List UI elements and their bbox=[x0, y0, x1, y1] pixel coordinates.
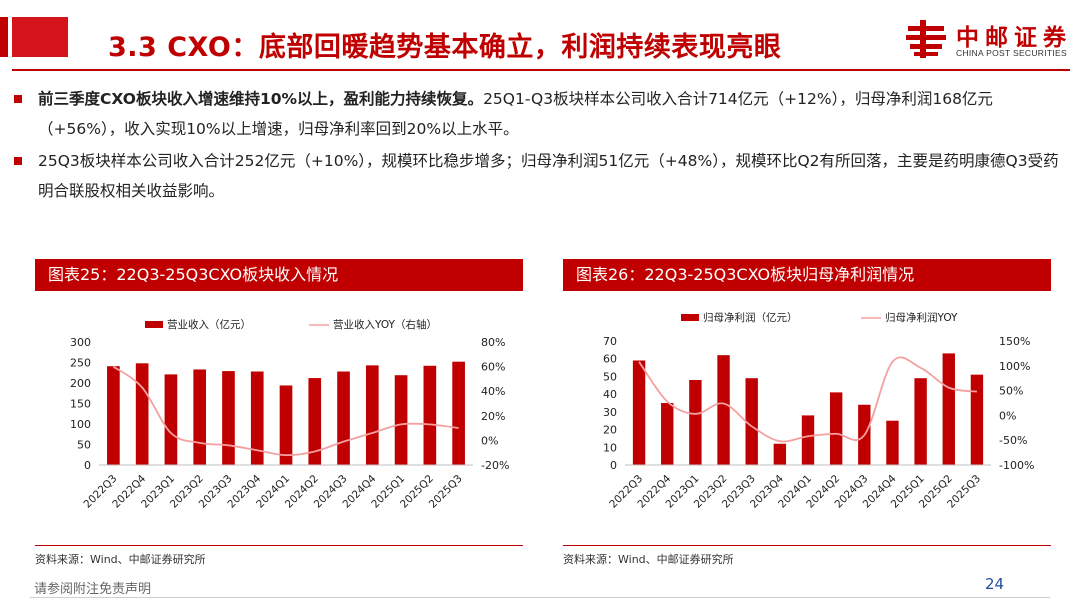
bar bbox=[135, 363, 149, 465]
y-axis-tick-label: 10 bbox=[603, 441, 617, 454]
bullet-item-2: 25Q3板块样本公司收入合计252亿元（+10%），规模环比稳步增多；归母净利润… bbox=[14, 146, 1064, 206]
y2-axis-tick-label: -50% bbox=[999, 434, 1027, 447]
page-title: 3.3 CXO：底部回暖趋势基本确立，利润持续表现亮眼 bbox=[108, 32, 782, 63]
y-axis-tick-label: 250 bbox=[70, 357, 91, 370]
y-axis-tick-label: 0 bbox=[84, 459, 91, 472]
y2-axis-tick-label: 20% bbox=[481, 410, 505, 423]
header-red-block bbox=[12, 17, 68, 57]
y-axis-tick-label: 20 bbox=[603, 424, 617, 437]
header-accent-bar bbox=[0, 17, 8, 57]
bar bbox=[337, 371, 350, 465]
bar bbox=[423, 365, 437, 465]
bullet-text: 25Q3板块样本公司收入合计252亿元（+10%），规模环比稳步增多；归母净利润… bbox=[38, 152, 1059, 200]
y2-axis-tick-label: 40% bbox=[481, 385, 505, 398]
y-axis-tick-label: 150 bbox=[70, 398, 91, 411]
chart-panel-profit: 图表26：22Q3-25Q3CXO板块归母净利润情况 归母净利润（亿元） 归母净利… bbox=[563, 259, 1051, 567]
y2-axis-tick-label: -20% bbox=[481, 459, 509, 472]
china-post-logo-icon bbox=[906, 20, 946, 58]
bar bbox=[222, 371, 235, 465]
y2-axis-tick-label: 100% bbox=[999, 360, 1030, 373]
footer-divider bbox=[30, 597, 1050, 598]
source-divider bbox=[35, 545, 523, 546]
bar bbox=[661, 403, 674, 465]
y2-axis-tick-label: 80% bbox=[481, 336, 505, 349]
bar bbox=[365, 365, 379, 465]
y-axis-tick-label: 100 bbox=[70, 418, 91, 431]
logo-english-text: CHINA POST SECURITIES bbox=[956, 48, 1067, 58]
disclaimer-note: 请参阅附注免责声明 bbox=[34, 582, 152, 597]
legend-swatch-bar bbox=[145, 321, 163, 328]
bar bbox=[801, 415, 815, 465]
bar bbox=[745, 378, 758, 465]
y-axis-tick-label: 50 bbox=[77, 439, 91, 452]
y2-axis-tick-label: 50% bbox=[999, 385, 1023, 398]
y-axis-tick-label: 50 bbox=[603, 370, 617, 383]
legend-swatch-bar bbox=[681, 314, 699, 321]
bar bbox=[250, 371, 264, 465]
bar bbox=[279, 385, 293, 465]
bullet-square-icon bbox=[14, 157, 22, 165]
company-logo: 中邮证券 CHINA POST SECURITIES bbox=[904, 18, 1074, 64]
logo-chinese-text: 中邮证券 bbox=[956, 25, 1072, 51]
bar bbox=[632, 360, 646, 465]
y-axis-tick-label: 30 bbox=[603, 406, 617, 419]
bar bbox=[107, 366, 120, 465]
bullet-lead: 前三季度CXO板块收入增速维持10%以上，盈利能力持续恢复。 bbox=[38, 90, 484, 108]
source-divider bbox=[563, 545, 1051, 546]
bar bbox=[717, 355, 730, 465]
y-axis-tick-label: 40 bbox=[603, 388, 617, 401]
bar bbox=[164, 374, 178, 465]
bullet-text: 25Q1-Q3板块样本公司收入合计714亿元（+12%），归母净利润168亿元（… bbox=[38, 90, 993, 138]
bar bbox=[970, 374, 984, 465]
y2-axis-tick-label: -100% bbox=[999, 459, 1034, 472]
y-axis-tick-label: 60 bbox=[603, 353, 617, 366]
legend-label-line: 归母净利润YOY bbox=[885, 311, 958, 324]
y2-axis-tick-label: 60% bbox=[481, 361, 505, 374]
legend-label-bar: 归母净利润（亿元） bbox=[703, 311, 798, 324]
y-axis-tick-label: 200 bbox=[70, 377, 91, 390]
bar bbox=[914, 378, 927, 465]
chart-header: 图表25：22Q3-25Q3CXO板块收入情况 bbox=[35, 259, 523, 291]
y2-axis-tick-label: 0% bbox=[481, 434, 498, 447]
legend-label-line: 营业收入YOY（右轴） bbox=[333, 318, 437, 331]
bar bbox=[452, 361, 465, 465]
bar bbox=[773, 443, 787, 465]
bullet-item-1: 前三季度CXO板块收入增速维持10%以上，盈利能力持续恢复。25Q1-Q3板块样… bbox=[14, 84, 1064, 144]
page-number: 24 bbox=[985, 575, 1005, 593]
revenue-chart: 营业收入（亿元） 营业收入YOY（右轴） 0 50 100 150 200 250 300 -20… bbox=[70, 318, 509, 511]
title-divider bbox=[12, 69, 1070, 71]
y2-axis-tick-label: 0% bbox=[999, 409, 1016, 422]
bar bbox=[829, 392, 843, 465]
profit-chart: 归母净利润（亿元） 归母净利润YOY 0 10 20 30 40 50 60 70 -100% -50… bbox=[603, 311, 1034, 511]
bar bbox=[394, 375, 408, 465]
chart-panel-revenue: 图表25：22Q3-25Q3CXO板块收入情况 营业收入（亿元） 营业收入YOY（… bbox=[35, 259, 523, 567]
bar bbox=[942, 353, 955, 465]
bar bbox=[886, 420, 899, 465]
chart-header: 图表26：22Q3-25Q3CXO板块归母净利润情况 bbox=[563, 259, 1051, 291]
y-axis-tick-label: 0 bbox=[610, 459, 617, 472]
bar bbox=[193, 369, 207, 465]
legend-label-bar: 营业收入（亿元） bbox=[167, 318, 251, 331]
bar bbox=[689, 379, 702, 465]
chart-source: 资料来源：Wind、中邮证券研究所 bbox=[35, 553, 206, 566]
y-axis-tick-label: 70 bbox=[603, 335, 617, 348]
y2-axis-tick-label: 150% bbox=[999, 335, 1030, 348]
bullet-square-icon bbox=[14, 95, 22, 103]
y-axis-tick-label: 300 bbox=[70, 336, 91, 349]
bar bbox=[308, 378, 322, 465]
summary-bullets: 前三季度CXO板块收入增速维持10%以上，盈利能力持续恢复。25Q1-Q3板块样… bbox=[14, 84, 1064, 208]
chart-source: 资料来源：Wind、中邮证券研究所 bbox=[563, 553, 734, 566]
